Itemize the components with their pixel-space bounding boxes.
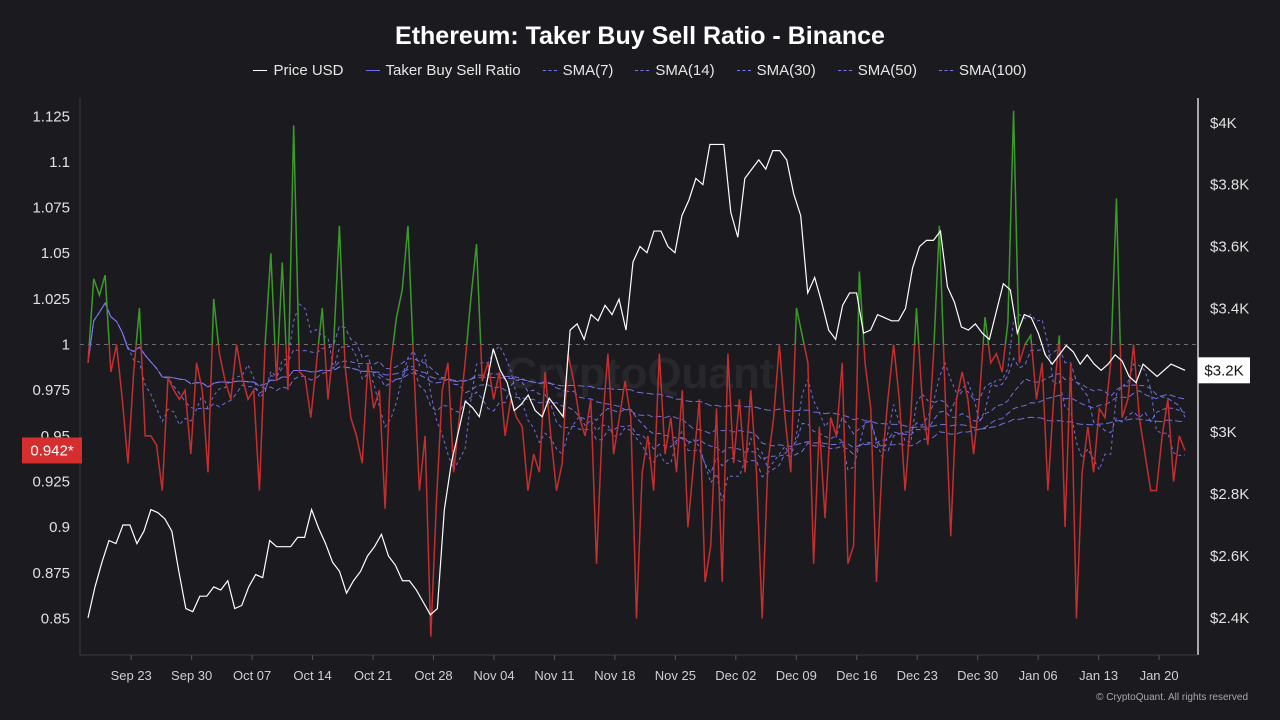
current-ratio-badge [22, 437, 82, 464]
legend-swatch [365, 70, 380, 71]
legend-label: SMA(100) [958, 62, 1027, 79]
legend-label: SMA(50) [857, 62, 917, 79]
legend-item: SMA(14) [635, 62, 715, 79]
y-left-tick-label: 0.85 [41, 610, 70, 627]
current-price-badge [1198, 357, 1250, 384]
x-tick-label: Jan 20 [1140, 668, 1179, 683]
x-tick-label: Jan 13 [1079, 668, 1118, 683]
current-ratio-label: 0.942* [30, 442, 74, 459]
legend-label: SMA(14) [655, 62, 715, 79]
x-tick-label: Jan 06 [1019, 668, 1058, 683]
legend-item: SMA(7) [542, 62, 614, 79]
ratio-line-above-one [88, 110, 1135, 345]
legend-swatch [253, 70, 268, 71]
legend-swatch [635, 70, 650, 71]
chart-title: Ethereum: Taker Buy Sell Ratio - Binance [395, 22, 885, 50]
y-left-tick-label: 0.9 [49, 519, 70, 536]
legend-swatch [938, 70, 953, 71]
legend-item: SMA(100) [938, 62, 1027, 79]
copyright-footer: © CryptoQuant. All rights reserved [1096, 692, 1248, 703]
x-tick-label: Oct 14 [293, 668, 331, 683]
x-tick-label: Dec 23 [897, 668, 938, 683]
sma-14-line [87, 301, 1186, 478]
current-price-label: $3.2K [1204, 362, 1243, 379]
y-right-tick-label: $3K [1210, 424, 1237, 441]
x-tick-label: Nov 25 [655, 668, 696, 683]
legend-label: SMA(7) [562, 62, 614, 79]
sma-7-line [87, 301, 1186, 502]
legend-label: SMA(30) [756, 62, 816, 79]
legend-label: Price USD [273, 62, 344, 79]
x-tick-label: Nov 18 [594, 668, 635, 683]
sma-30-line [87, 301, 1186, 461]
legend-item: Price USD [253, 62, 344, 79]
x-tick-label: Oct 07 [233, 668, 271, 683]
y-left-tick-label: 1.05 [41, 245, 70, 262]
y-left-tick-label: 0.975 [32, 382, 70, 399]
y-left-tick-label: 0.925 [32, 474, 70, 491]
x-tick-label: Dec 16 [836, 668, 877, 683]
y-right-tick-label: $4K [1210, 115, 1237, 132]
y-left-tick-label: 1 [62, 337, 70, 354]
y-left-tick-label: 0.875 [32, 565, 70, 582]
chart-legend: Price USD Taker Buy Sell Ratio SMA(7) SMA(1… [0, 62, 1280, 79]
y-left-tick-label: 1.025 [32, 291, 70, 308]
legend-swatch [837, 70, 852, 71]
y-left-tick-label: 1.075 [32, 200, 70, 217]
x-tick-label: Dec 09 [776, 668, 817, 683]
y-right-tick-label: $3.4K [1210, 300, 1249, 317]
y-right-tick-label: $2.4K [1210, 610, 1249, 627]
y-left-tick-label: 1.125 [32, 108, 70, 125]
y-right-tick-label: $3.8K [1210, 177, 1249, 194]
y-right-tick-label: $3.6K [1210, 239, 1249, 256]
x-tick-label: Dec 02 [715, 668, 756, 683]
legend-swatch [736, 70, 751, 71]
legend-item: SMA(30) [736, 62, 816, 79]
legend-item: SMA(50) [837, 62, 917, 79]
legend-label: Taker Buy Sell Ratio [385, 62, 521, 79]
price-usd-line [87, 143, 1186, 619]
x-tick-label: Oct 28 [414, 668, 452, 683]
x-tick-label: Oct 21 [354, 668, 392, 683]
x-tick-label: Dec 30 [957, 668, 998, 683]
x-tick-label: Sep 30 [171, 668, 212, 683]
y-right-tick-label: $2.8K [1210, 486, 1249, 503]
x-tick-label: Nov 11 [534, 668, 574, 683]
ratio-line-below-one [87, 344, 1186, 637]
y-right-tick-label: $2.6K [1210, 548, 1249, 565]
x-tick-label: Sep 23 [111, 668, 152, 683]
legend-item: Taker Buy Sell Ratio [365, 62, 521, 79]
x-tick-label: Nov 04 [473, 668, 514, 683]
y-left-tick-label: 1.1 [49, 154, 70, 171]
sma-100-line [87, 301, 1186, 430]
legend-swatch [542, 70, 557, 71]
